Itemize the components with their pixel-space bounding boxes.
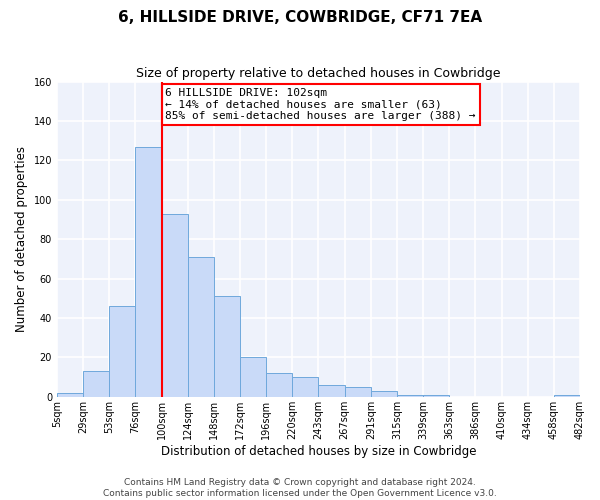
Bar (240, 358, 266, 397)
Bar (136, 146, 161, 397)
Title: Size of property relative to detached houses in Cowbridge: Size of property relative to detached ho… (136, 68, 501, 80)
Text: Contains HM Land Registry data © Crown copyright and database right 2024.
Contai: Contains HM Land Registry data © Crown c… (103, 478, 497, 498)
Bar (161, 214, 188, 397)
Bar (371, 391, 397, 397)
Bar (188, 257, 214, 397)
Text: 6, HILLSIDE DRIVE, COWBRIDGE, CF71 7EA: 6, HILLSIDE DRIVE, COWBRIDGE, CF71 7EA (118, 10, 482, 25)
Bar (554, 395, 580, 397)
Bar (266, 373, 292, 397)
Bar (423, 395, 449, 397)
Bar (83, 371, 109, 397)
X-axis label: Distribution of detached houses by size in Cowbridge: Distribution of detached houses by size … (161, 444, 476, 458)
Bar (319, 385, 344, 397)
Bar (109, 306, 136, 397)
Bar (57, 393, 83, 397)
Bar (397, 395, 423, 397)
Y-axis label: Number of detached properties: Number of detached properties (15, 146, 28, 332)
Bar (344, 387, 371, 397)
Text: 6 HILLSIDE DRIVE: 102sqm
← 14% of detached houses are smaller (63)
85% of semi-d: 6 HILLSIDE DRIVE: 102sqm ← 14% of detach… (166, 88, 476, 121)
Bar (292, 377, 319, 397)
Bar (214, 296, 240, 397)
